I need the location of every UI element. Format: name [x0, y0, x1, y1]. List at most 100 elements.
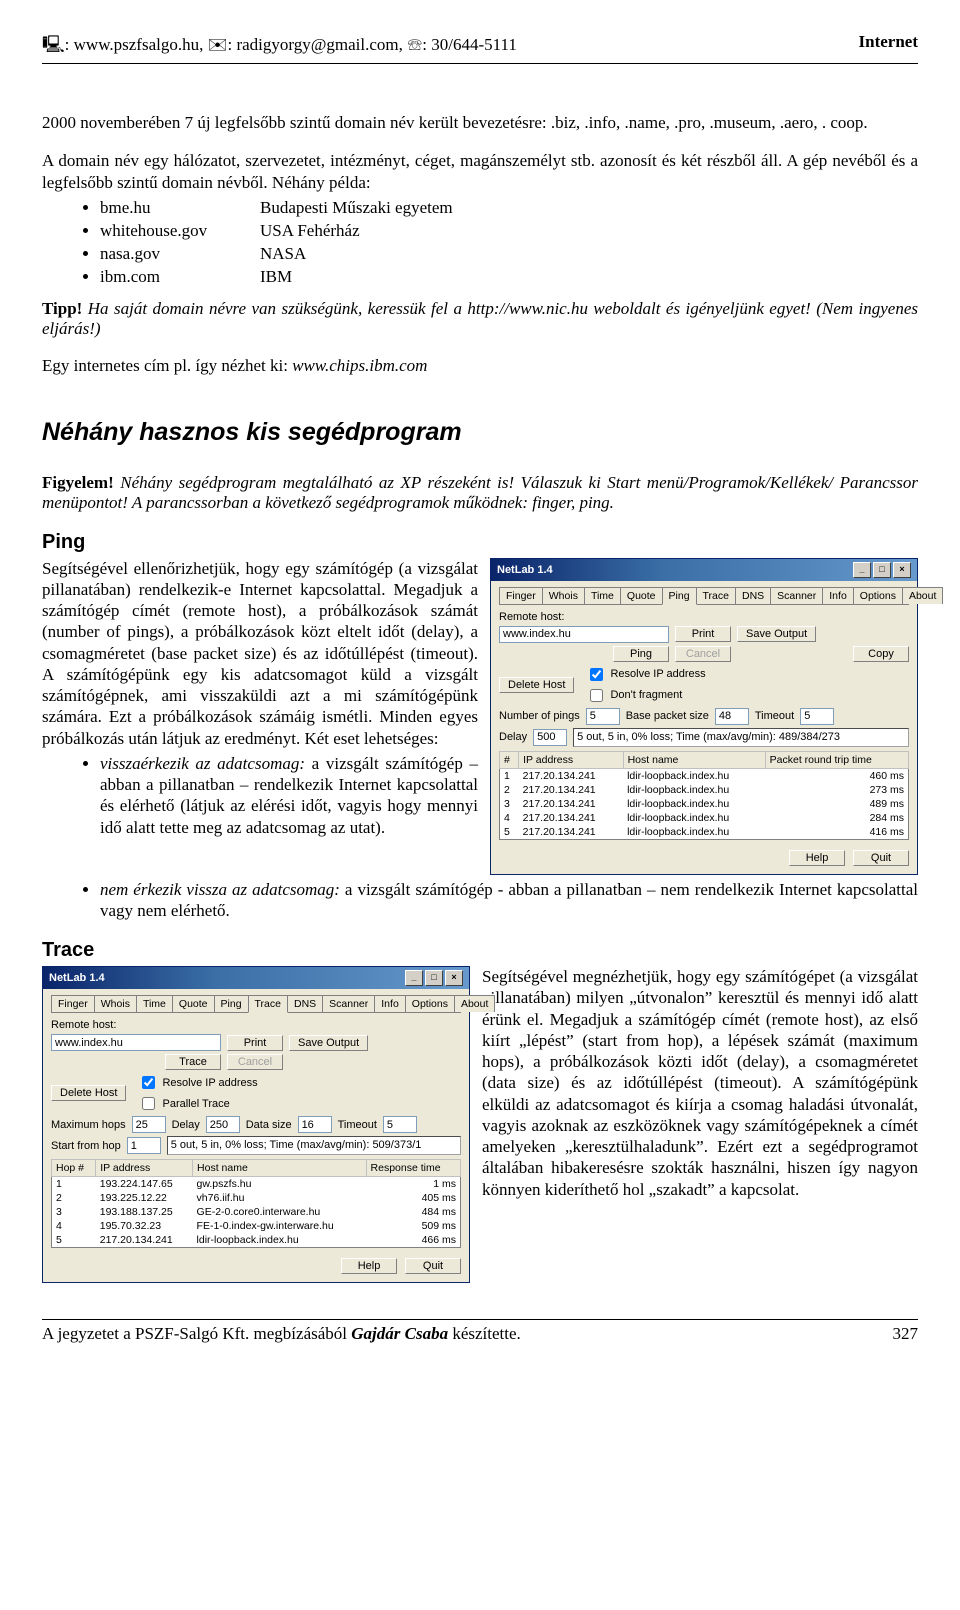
- delete-host-button[interactable]: Delete Host: [499, 677, 574, 693]
- table-row: 3193.188.137.25GE-2-0.core0.interware.hu…: [52, 1205, 461, 1219]
- resolve-ip-label: Resolve IP address: [162, 1077, 257, 1089]
- delay-input[interactable]: [533, 729, 567, 746]
- timeout-input[interactable]: [800, 708, 834, 725]
- table-cell: 405 ms: [366, 1191, 460, 1205]
- trace-delay-input[interactable]: [206, 1116, 240, 1133]
- table-header: Packet round trip time: [765, 751, 908, 768]
- footer-author: Gajdár Csaba: [351, 1324, 448, 1343]
- tab-ping[interactable]: Ping: [214, 995, 249, 1012]
- table-cell: FE-1-0.index-gw.interware.hu: [193, 1219, 366, 1233]
- table-row: 2193.225.12.22vh76.iif.hu405 ms: [52, 1191, 461, 1205]
- tab-trace[interactable]: Trace: [696, 587, 736, 604]
- resolve-ip-checkbox[interactable]: [142, 1076, 155, 1089]
- packet-size-input[interactable]: [715, 708, 749, 725]
- print-button[interactable]: Print: [227, 1035, 283, 1051]
- section-title: Néhány hasznos kis segédprogram: [42, 418, 918, 447]
- max-hops-input[interactable]: [132, 1116, 166, 1133]
- table-cell: 1: [500, 768, 519, 783]
- tab-info[interactable]: Info: [822, 587, 854, 604]
- remote-host-input[interactable]: [499, 626, 669, 643]
- tab-time[interactable]: Time: [136, 995, 173, 1012]
- data-size-label: Data size: [246, 1119, 292, 1131]
- copy-button[interactable]: Copy: [853, 646, 909, 662]
- table-row: 5217.20.134.241ldir-loopback.index.hu416…: [500, 825, 909, 840]
- list-item: whitehouse.govUSA Fehérház: [100, 220, 918, 243]
- tab-scanner[interactable]: Scanner: [322, 995, 375, 1012]
- tab-whois[interactable]: Whois: [94, 995, 137, 1012]
- table-cell: ldir-loopback.index.hu: [193, 1233, 366, 1248]
- remote-host-input[interactable]: [51, 1034, 221, 1051]
- tab-finger[interactable]: Finger: [499, 587, 543, 604]
- table-row: 5217.20.134.241ldir-loopback.index.hu466…: [52, 1233, 461, 1248]
- start-hop-input[interactable]: [127, 1137, 161, 1154]
- quit-button[interactable]: Quit: [853, 850, 909, 866]
- tab-options[interactable]: Options: [405, 995, 455, 1012]
- page-number: 327: [893, 1324, 919, 1344]
- tab-quote[interactable]: Quote: [620, 587, 663, 604]
- tab-finger[interactable]: Finger: [51, 995, 95, 1012]
- figyelem-paragraph: Figyelem! Néhány segédprogram megtalálha…: [42, 473, 918, 513]
- tab-trace[interactable]: Trace: [248, 995, 288, 1013]
- cancel-button[interactable]: Cancel: [675, 646, 731, 662]
- table-cell: 1 ms: [366, 1177, 460, 1192]
- delete-host-button[interactable]: Delete Host: [51, 1085, 126, 1101]
- tab-info[interactable]: Info: [374, 995, 406, 1012]
- table-cell: 5: [52, 1233, 96, 1248]
- tab-whois[interactable]: Whois: [542, 587, 585, 604]
- maximize-icon[interactable]: □: [425, 970, 443, 986]
- parallel-trace-checkbox[interactable]: [142, 1097, 155, 1110]
- table-cell: ldir-loopback.index.hu: [623, 811, 765, 825]
- tab-about[interactable]: About: [902, 587, 943, 604]
- start-hop-label: Start from hop: [51, 1140, 121, 1152]
- tab-about[interactable]: About: [454, 995, 495, 1012]
- table-cell: 460 ms: [765, 768, 908, 783]
- footer-text-a: A jegyzetet a PSZF-Salgó Kft. megbízásáb…: [42, 1324, 351, 1343]
- resolve-ip-checkbox[interactable]: [590, 668, 603, 681]
- tab-scanner[interactable]: Scanner: [770, 587, 823, 604]
- close-icon[interactable]: ×: [445, 970, 463, 986]
- figyelem-text: Néhány segédprogram megtalálható az XP r…: [42, 473, 918, 512]
- table-cell: 2: [500, 783, 519, 797]
- table-cell: 217.20.134.241: [519, 768, 623, 783]
- tab-ping[interactable]: Ping: [662, 587, 697, 605]
- ping-results-table: #IP addressHost namePacket round trip ti…: [499, 751, 909, 840]
- close-icon[interactable]: ×: [893, 562, 911, 578]
- table-cell: ldir-loopback.index.hu: [623, 783, 765, 797]
- help-button[interactable]: Help: [341, 1258, 397, 1274]
- trace-button[interactable]: Trace: [165, 1054, 221, 1070]
- help-button[interactable]: Help: [789, 850, 845, 866]
- table-cell: 193.224.147.65: [96, 1177, 193, 1192]
- print-button[interactable]: Print: [675, 626, 731, 642]
- tab-dns[interactable]: DNS: [735, 587, 771, 604]
- header-right: Internet: [859, 32, 918, 61]
- table-cell: 217.20.134.241: [519, 811, 623, 825]
- intro-paragraph-1: 2000 novemberében 7 új legfelsőbb szintű…: [42, 112, 918, 133]
- tab-quote[interactable]: Quote: [172, 995, 215, 1012]
- table-header: #: [500, 751, 519, 768]
- dont-fragment-checkbox[interactable]: [590, 689, 603, 702]
- ping-button[interactable]: Ping: [613, 646, 669, 662]
- ping-heading: Ping: [42, 531, 918, 554]
- tab-options[interactable]: Options: [853, 587, 903, 604]
- page-header: 🖳: www.pszfsalgo.hu, ✉: radigyorgy@gmail…: [42, 32, 918, 64]
- quit-button[interactable]: Quit: [405, 1258, 461, 1274]
- minimize-icon[interactable]: _: [853, 562, 871, 578]
- table-cell: 193.188.137.25: [96, 1205, 193, 1219]
- table-cell: 4: [500, 811, 519, 825]
- netlab-trace-window: NetLab 1.4 _ □ × FingerWhoisTimeQuotePin…: [42, 966, 470, 1283]
- maximize-icon[interactable]: □: [873, 562, 891, 578]
- header-left: 🖳: www.pszfsalgo.hu, ✉: radigyorgy@gmail…: [42, 32, 517, 61]
- tab-time[interactable]: Time: [584, 587, 621, 604]
- trace-timeout-input[interactable]: [383, 1116, 417, 1133]
- data-size-input[interactable]: [298, 1116, 332, 1133]
- intro-paragraph-2: A domain név egy hálózatot, szervezetet,…: [42, 150, 918, 193]
- list-item: visszaérkezik az adatcsomag: a vizsgált …: [100, 753, 478, 838]
- save-output-button[interactable]: Save Output: [289, 1035, 368, 1051]
- tab-dns[interactable]: DNS: [287, 995, 323, 1012]
- footer-text-c: készítette.: [448, 1324, 521, 1343]
- netlab-ping-window: NetLab 1.4 _ □ × FingerWhoisTimeQuotePin…: [490, 558, 918, 875]
- cancel-button[interactable]: Cancel: [227, 1054, 283, 1070]
- num-pings-input[interactable]: [586, 708, 620, 725]
- minimize-icon[interactable]: _: [405, 970, 423, 986]
- save-output-button[interactable]: Save Output: [737, 626, 816, 642]
